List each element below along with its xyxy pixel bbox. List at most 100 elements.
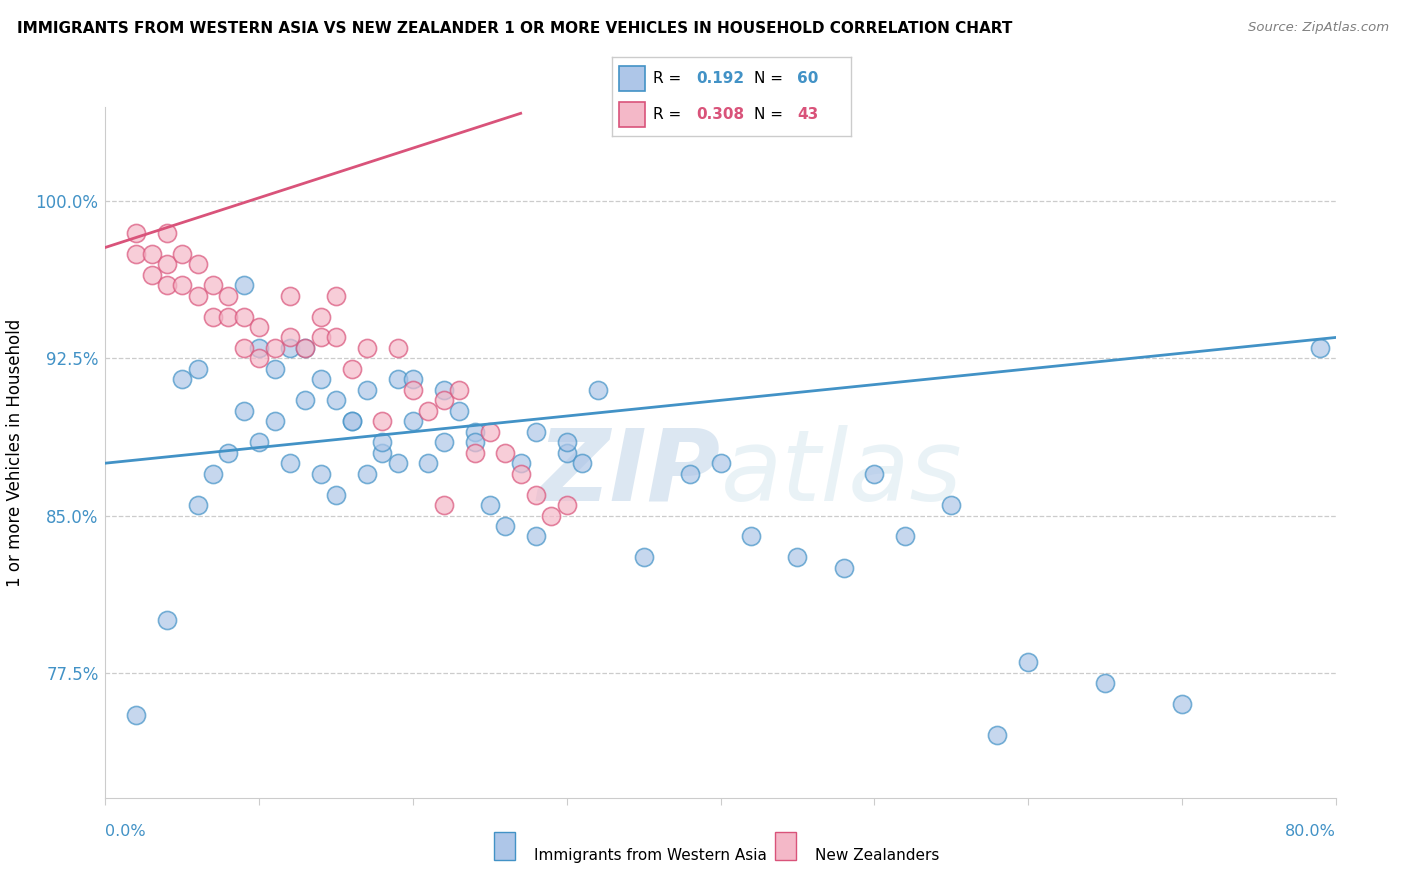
Point — [1094, 676, 1116, 690]
Point — [449, 404, 471, 418]
Point — [278, 341, 301, 355]
Point — [156, 278, 179, 293]
Point — [387, 456, 409, 470]
Point — [325, 288, 347, 302]
Point — [172, 278, 194, 293]
Point — [294, 341, 316, 355]
Point — [679, 467, 702, 481]
Text: R =: R = — [654, 107, 686, 122]
Point — [202, 278, 225, 293]
Point — [187, 257, 209, 271]
Text: 80.0%: 80.0% — [1285, 824, 1336, 838]
Point — [402, 372, 425, 386]
Text: N =: N = — [754, 107, 787, 122]
Point — [263, 341, 285, 355]
Point — [418, 404, 440, 418]
Text: R =: R = — [654, 70, 686, 86]
Point — [464, 435, 486, 450]
Point — [125, 246, 148, 260]
Text: ZIP: ZIP — [537, 425, 721, 522]
Point — [941, 498, 963, 512]
Point — [786, 550, 808, 565]
Point — [494, 519, 516, 533]
Point — [232, 341, 254, 355]
Point — [294, 393, 316, 408]
Text: Source: ZipAtlas.com: Source: ZipAtlas.com — [1249, 21, 1389, 35]
Point — [232, 310, 254, 324]
Point — [218, 445, 240, 459]
Point — [309, 372, 332, 386]
Point — [478, 425, 501, 439]
Point — [433, 383, 456, 397]
Point — [247, 341, 270, 355]
Point — [371, 445, 394, 459]
Point — [309, 310, 332, 324]
Point — [524, 425, 547, 439]
Point — [218, 310, 240, 324]
Point — [418, 456, 440, 470]
Point — [509, 456, 531, 470]
Point — [325, 393, 347, 408]
Point — [187, 498, 209, 512]
Point — [1309, 341, 1331, 355]
Point — [125, 707, 148, 722]
Point — [540, 508, 562, 523]
Point — [494, 445, 516, 459]
Text: 43: 43 — [797, 107, 818, 122]
Point — [309, 330, 332, 344]
Point — [325, 487, 347, 501]
Point — [278, 330, 301, 344]
Point — [478, 498, 501, 512]
Point — [325, 330, 347, 344]
Point — [633, 550, 655, 565]
Point — [433, 498, 456, 512]
Point — [555, 445, 578, 459]
Point — [555, 435, 578, 450]
Point — [371, 435, 394, 450]
Point — [433, 393, 456, 408]
Point — [202, 310, 225, 324]
Point — [294, 341, 316, 355]
Point — [371, 414, 394, 428]
Point — [402, 414, 425, 428]
Point — [278, 288, 301, 302]
Point — [710, 456, 733, 470]
Text: 0.0%: 0.0% — [105, 824, 146, 838]
Point — [156, 257, 179, 271]
Point — [1017, 655, 1039, 669]
Point — [433, 435, 456, 450]
Point — [340, 362, 363, 376]
Point — [449, 383, 471, 397]
Point — [141, 268, 163, 282]
Text: 0.308: 0.308 — [696, 107, 745, 122]
Point — [356, 341, 378, 355]
Point — [740, 529, 762, 543]
Point — [340, 414, 363, 428]
Point — [387, 341, 409, 355]
Point — [202, 467, 225, 481]
Point — [187, 362, 209, 376]
Point — [863, 467, 886, 481]
Point — [1171, 697, 1194, 711]
Point — [156, 226, 179, 240]
Point — [586, 383, 609, 397]
Point — [356, 383, 378, 397]
Point — [278, 456, 301, 470]
Point — [309, 467, 332, 481]
Point — [141, 246, 163, 260]
Text: New Zealanders: New Zealanders — [815, 848, 939, 863]
Point — [524, 529, 547, 543]
Text: IMMIGRANTS FROM WESTERN ASIA VS NEW ZEALANDER 1 OR MORE VEHICLES IN HOUSEHOLD CO: IMMIGRANTS FROM WESTERN ASIA VS NEW ZEAL… — [17, 21, 1012, 37]
Bar — [619, 66, 645, 91]
Point — [125, 226, 148, 240]
Point — [832, 561, 855, 575]
Point — [340, 414, 363, 428]
Point — [509, 467, 531, 481]
Text: Immigrants from Western Asia: Immigrants from Western Asia — [534, 848, 768, 863]
Text: N =: N = — [754, 70, 787, 86]
Point — [218, 288, 240, 302]
Text: 0.192: 0.192 — [696, 70, 745, 86]
Point — [464, 445, 486, 459]
Point — [555, 498, 578, 512]
Point — [571, 456, 593, 470]
